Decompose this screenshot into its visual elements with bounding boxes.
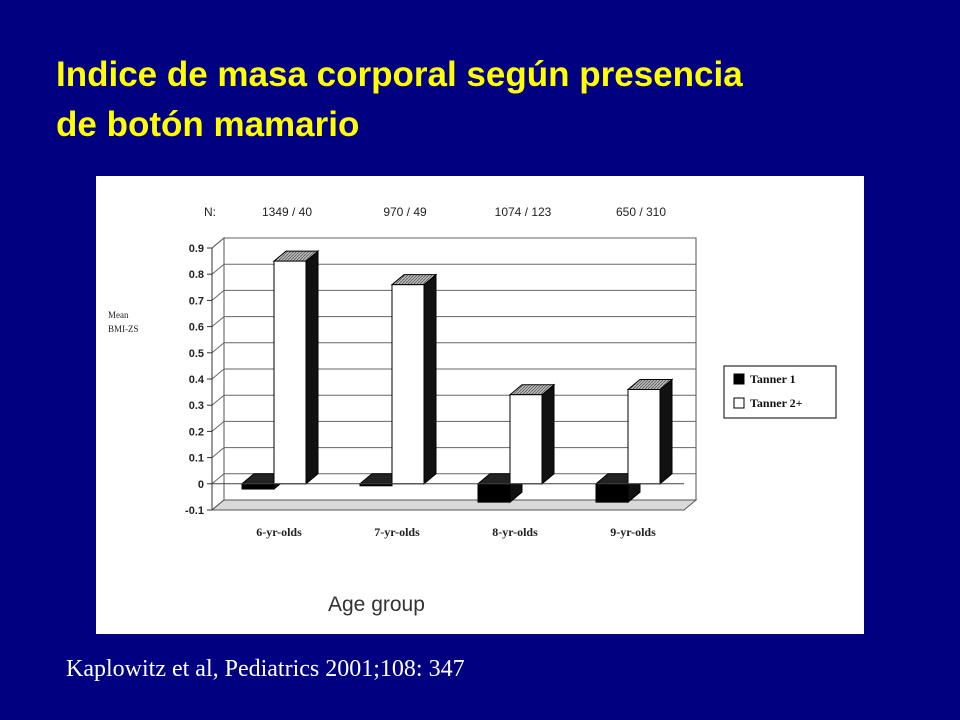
- bar-tanner-2-3: [508, 383, 556, 485]
- y-tick-label: 0.4: [189, 374, 205, 386]
- y-axis-label-line-2: BMI-ZS: [108, 324, 139, 334]
- bar-side: [541, 383, 555, 485]
- citation: Kaplowitz et al, Pediatrics 2001;108: 34…: [66, 656, 465, 682]
- n-value: 1074 / 123: [495, 205, 552, 219]
- bar-side: [659, 378, 673, 485]
- y-tick-label: 0.9: [189, 243, 204, 255]
- gridline: [211, 368, 696, 380]
- gridline: [211, 263, 696, 275]
- x-tick-label: 6-yr-olds: [256, 525, 302, 539]
- plot-floor: [210, 499, 698, 511]
- gridline: [211, 237, 696, 249]
- n-value: 970 / 49: [383, 205, 427, 219]
- n-value: 1349 / 40: [262, 205, 312, 219]
- x-axis-title: Age group: [328, 593, 425, 616]
- bar-front: [241, 483, 275, 490]
- bar-tanner-2-4: [626, 378, 674, 485]
- gridline: [211, 342, 696, 354]
- y-tick-label: 0.1: [189, 453, 204, 465]
- bar-front: [391, 284, 425, 485]
- n-value: 650 / 310: [616, 205, 666, 219]
- bar-front: [595, 483, 629, 503]
- legend-swatch-tanner-2: [733, 397, 745, 409]
- y-tick-label: 0.7: [189, 295, 204, 307]
- y-tick-label: 0.3: [189, 400, 204, 412]
- gridline: [211, 289, 696, 301]
- gridline: [211, 316, 696, 327]
- bar-front: [509, 394, 543, 485]
- legend-label-tanner-2: Tanner 2+: [750, 396, 803, 410]
- bar-front: [273, 260, 307, 485]
- chart-panel: 0.9 0.8 0.7 0.6 0.5 0.4 0.3 0.2 0.1 0 -0.1 6-yr-old…: [96, 176, 864, 634]
- y-tick-label: 0: [198, 479, 204, 491]
- y-tick-label: -0.1: [185, 505, 204, 517]
- y-axis-label-line-1: Mean: [108, 310, 129, 320]
- y-tick-label: 0.5: [189, 348, 204, 360]
- slide-title: Indice de masa corporal según presencia …: [56, 50, 936, 150]
- x-tick-label: 8-yr-olds: [492, 525, 538, 539]
- y-tick-label: 0.8: [189, 269, 204, 281]
- bar-side: [423, 273, 437, 485]
- slide-title-line-1: Indice de masa corporal según presencia: [56, 55, 743, 94]
- y-tick-label: 0.6: [189, 322, 204, 334]
- legend-label-tanner-1: Tanner 1: [750, 372, 796, 386]
- x-tick-label: 7-yr-olds: [374, 525, 420, 539]
- bar-tanner-2-2: [390, 273, 438, 485]
- bar-front: [477, 483, 511, 503]
- x-tick-label: 9-yr-olds: [610, 525, 656, 539]
- bar-side: [305, 250, 319, 485]
- bar-tanner-2-1: [272, 250, 320, 485]
- bar-front: [627, 388, 661, 485]
- y-tick-label: 0.2: [189, 426, 204, 438]
- legend-swatch-tanner-1: [733, 373, 745, 385]
- slide-title-line-2: de botón mamario: [56, 105, 360, 144]
- legend: Tanner 1 Tanner 2+: [723, 365, 837, 419]
- n-label: N:: [204, 205, 216, 219]
- bmi-bar-chart: 0.9 0.8 0.7 0.6 0.5 0.4 0.3 0.2 0.1 0 -0.1 6-yr-old…: [108, 205, 837, 616]
